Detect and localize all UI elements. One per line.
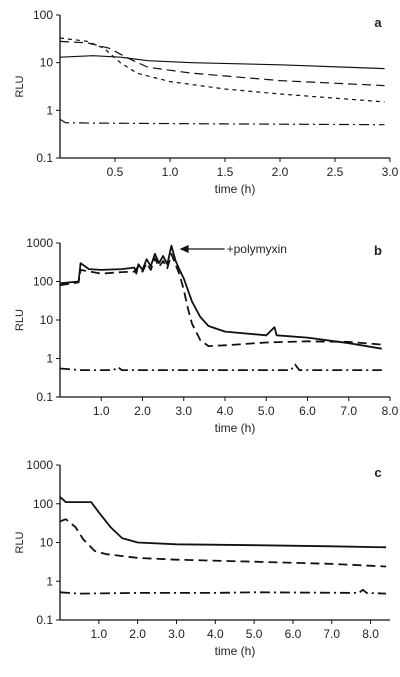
y-tick-label: 0.1 — [36, 151, 53, 165]
x-tick-label: 3.0 — [168, 627, 185, 641]
x-axis-label: time (h) — [215, 182, 256, 196]
annotation-arrow-head — [179, 244, 189, 253]
x-tick-label: 2.5 — [327, 165, 344, 179]
x-tick-label: 8.0 — [362, 627, 379, 641]
x-tick-label: 4.0 — [207, 627, 224, 641]
panel-label: b — [374, 243, 382, 258]
series-line-solid — [59, 496, 387, 549]
y-tick-label: 10 — [40, 536, 54, 550]
annotation-label: +polymyxin — [227, 242, 287, 256]
x-tick-label: 7.0 — [340, 404, 357, 418]
y-tick-label: 0.1 — [36, 390, 53, 404]
y-tick-label: 10 — [40, 313, 54, 327]
series-line-dashed — [59, 518, 387, 568]
x-tick-label: 5.0 — [258, 404, 275, 418]
series-line-dash-dot — [59, 363, 382, 371]
y-tick-label: 1 — [46, 103, 53, 117]
x-tick-label: 0.5 — [107, 165, 124, 179]
y-tick-label: 100 — [33, 497, 53, 511]
y-tick-label: 1000 — [26, 236, 53, 250]
x-tick-label: 7.0 — [323, 627, 340, 641]
y-tick-label: 100 — [33, 8, 53, 22]
series-line-solid — [59, 244, 382, 350]
series-line-short-dash — [59, 37, 385, 103]
y-tick-label: 0.1 — [36, 613, 53, 627]
series-line-solid — [59, 55, 385, 70]
y-tick-label: 10 — [40, 56, 54, 70]
x-tick-label: 2.0 — [134, 404, 151, 418]
series-line-dashed — [59, 40, 385, 87]
series-line-dash-dot — [59, 118, 385, 126]
x-tick-label: 1.0 — [90, 627, 107, 641]
y-tick-label: 1 — [46, 574, 53, 588]
series-line-dash-dot — [59, 588, 387, 595]
y-tick-label: 100 — [33, 275, 53, 289]
x-axis-label: time (h) — [215, 421, 256, 435]
series-line-dashed — [59, 253, 382, 347]
y-tick-label: 1000 — [26, 458, 53, 472]
x-tick-label: 1.0 — [162, 165, 179, 179]
y-axis-label: RLU — [14, 531, 26, 553]
panel-b: 0.1 1 10 100 1000 1.0 2.0 3.0 4.0 5.0 6.0 7.0 8.0 RLU… — [14, 236, 399, 435]
x-axis-label: time (h) — [215, 644, 256, 658]
panel-a: 0.1 1 10 100 0.5 1.0 1.5 2.0 2.5 3.0 RLU time (h) a — [14, 8, 399, 196]
x-tick-label: 3.0 — [382, 165, 399, 179]
x-tick-label: 1.5 — [217, 165, 234, 179]
panel-label: a — [374, 15, 382, 30]
y-axis-label: RLU — [14, 309, 26, 331]
panel-label: c — [374, 465, 381, 480]
x-tick-label: 2.0 — [272, 165, 289, 179]
x-tick-label: 5.0 — [246, 627, 263, 641]
panel-c: 0.1 1 10 100 1000 1.0 2.0 3.0 4.0 5.0 6.0 7.0 8.0 RLU… — [14, 458, 390, 658]
x-tick-label: 4.0 — [217, 404, 234, 418]
x-tick-label: 6.0 — [285, 627, 302, 641]
x-tick-label: 2.0 — [129, 627, 146, 641]
x-tick-label: 3.0 — [175, 404, 192, 418]
y-axis-label: RLU — [14, 75, 26, 97]
x-tick-label: 1.0 — [93, 404, 110, 418]
x-tick-label: 8.0 — [382, 404, 399, 418]
x-tick-label: 6.0 — [299, 404, 316, 418]
y-tick-label: 1 — [46, 352, 53, 366]
